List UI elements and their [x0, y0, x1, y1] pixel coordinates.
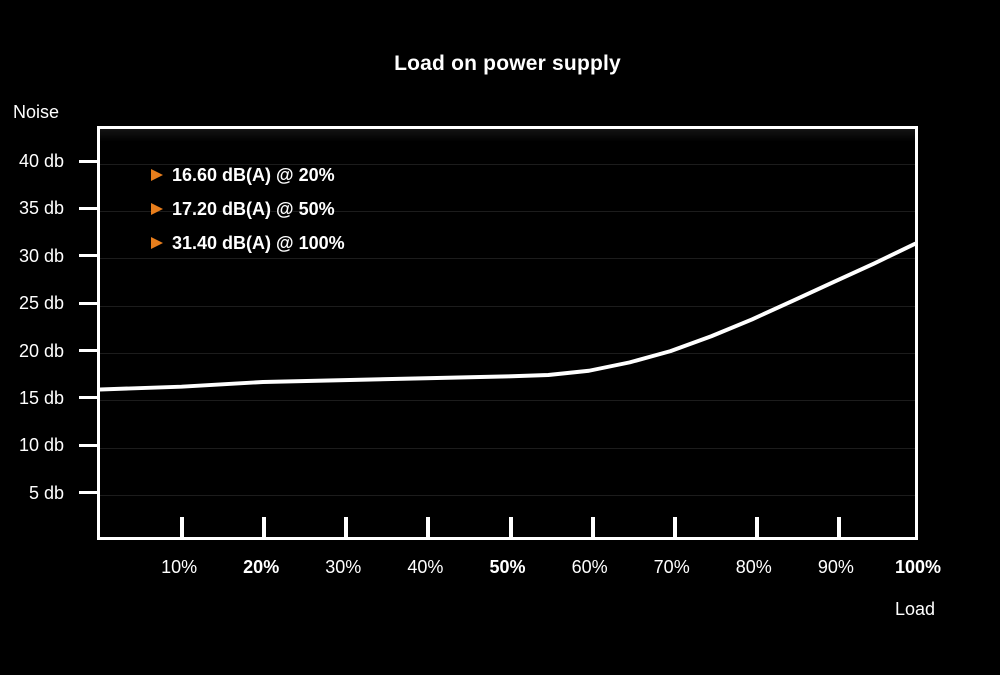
- x-tick-mark: [672, 517, 677, 537]
- x-tick-label: 100%: [894, 557, 942, 577]
- gridline: [100, 210, 915, 212]
- gridline: [100, 353, 915, 354]
- x-tick-label: 10%: [161, 557, 198, 577]
- y-tick-label: 25 db: [18, 293, 64, 314]
- chart-title: Load on power supply: [394, 52, 621, 75]
- x-tick-label: 70%: [653, 557, 690, 577]
- annotations: 16.60 dB(A) @ 20% 17.20 dB(A) @ 50% 31.40 …: [151, 163, 345, 265]
- annotation-text: 16.60 dB(A) @ 20%: [172, 164, 335, 185]
- x-tick-mark: [426, 517, 431, 537]
- x-tick-label: 50%: [489, 557, 526, 577]
- y-tick-mark: [79, 349, 97, 352]
- x-tick-mark: [754, 517, 759, 537]
- x-tick-label: 30%: [325, 557, 362, 577]
- y-tick-label: 10 db: [18, 435, 64, 456]
- y-tick-label: 30 db: [18, 245, 64, 266]
- y-tick-mark: [79, 491, 97, 495]
- triangle-right-icon: [151, 237, 163, 249]
- y-tick-mark: [79, 206, 97, 210]
- x-tick-label: 80%: [735, 557, 772, 577]
- annotation-row: 17.20 dB(A) @ 50%: [151, 197, 345, 221]
- y-tick-mark: [79, 159, 97, 163]
- gridline: [100, 258, 915, 260]
- triangle-right-icon: [151, 169, 163, 181]
- x-tick-mark: [180, 517, 185, 537]
- x-tick-mark: [508, 517, 513, 537]
- x-tick-label: 60%: [571, 557, 608, 577]
- annotation-row: 31.40 dB(A) @ 100%: [151, 231, 345, 255]
- plot-area: 16.60 dB(A) @ 20% 17.20 dB(A) @ 50% 31.40 …: [97, 126, 918, 540]
- noise-curve: [100, 241, 915, 392]
- y-tick-label: 40 db: [18, 151, 64, 171]
- gridline: [100, 495, 915, 497]
- x-tick-mark: [590, 517, 595, 537]
- y-axis-title: Noise: [13, 102, 60, 122]
- noise-curve-line: [100, 241, 915, 392]
- y-tick-label: 35 db: [18, 198, 64, 219]
- triangle-right-icon: [151, 203, 163, 215]
- gridline: [100, 305, 915, 307]
- y-tick-mark: [79, 443, 97, 447]
- x-tick-label: 90%: [817, 557, 854, 577]
- x-axis-title: Load: [894, 599, 935, 619]
- y-tick-mark: [79, 301, 97, 305]
- annotation-text: 31.40 dB(A) @ 100%: [172, 232, 345, 253]
- annotation-text: 17.20 dB(A) @ 50%: [172, 198, 335, 219]
- plot-top-sheen: [100, 129, 915, 142]
- y-tick-label: 20 db: [18, 340, 64, 361]
- annotation-row: 16.60 dB(A) @ 20%: [151, 163, 345, 187]
- x-tick-label: 20%: [243, 557, 280, 577]
- x-tick-mark: [836, 517, 841, 537]
- y-tick-mark: [79, 254, 97, 258]
- x-tick-mark: [262, 517, 267, 537]
- y-tick-label: 5 db: [28, 482, 64, 503]
- gridline: [100, 447, 915, 449]
- y-tick-mark: [79, 396, 97, 400]
- gridline: [100, 400, 915, 402]
- gridline: [100, 163, 915, 165]
- x-tick-mark: [344, 517, 349, 537]
- x-tick-label: 40%: [407, 557, 444, 577]
- y-tick-label: 15 db: [18, 387, 64, 408]
